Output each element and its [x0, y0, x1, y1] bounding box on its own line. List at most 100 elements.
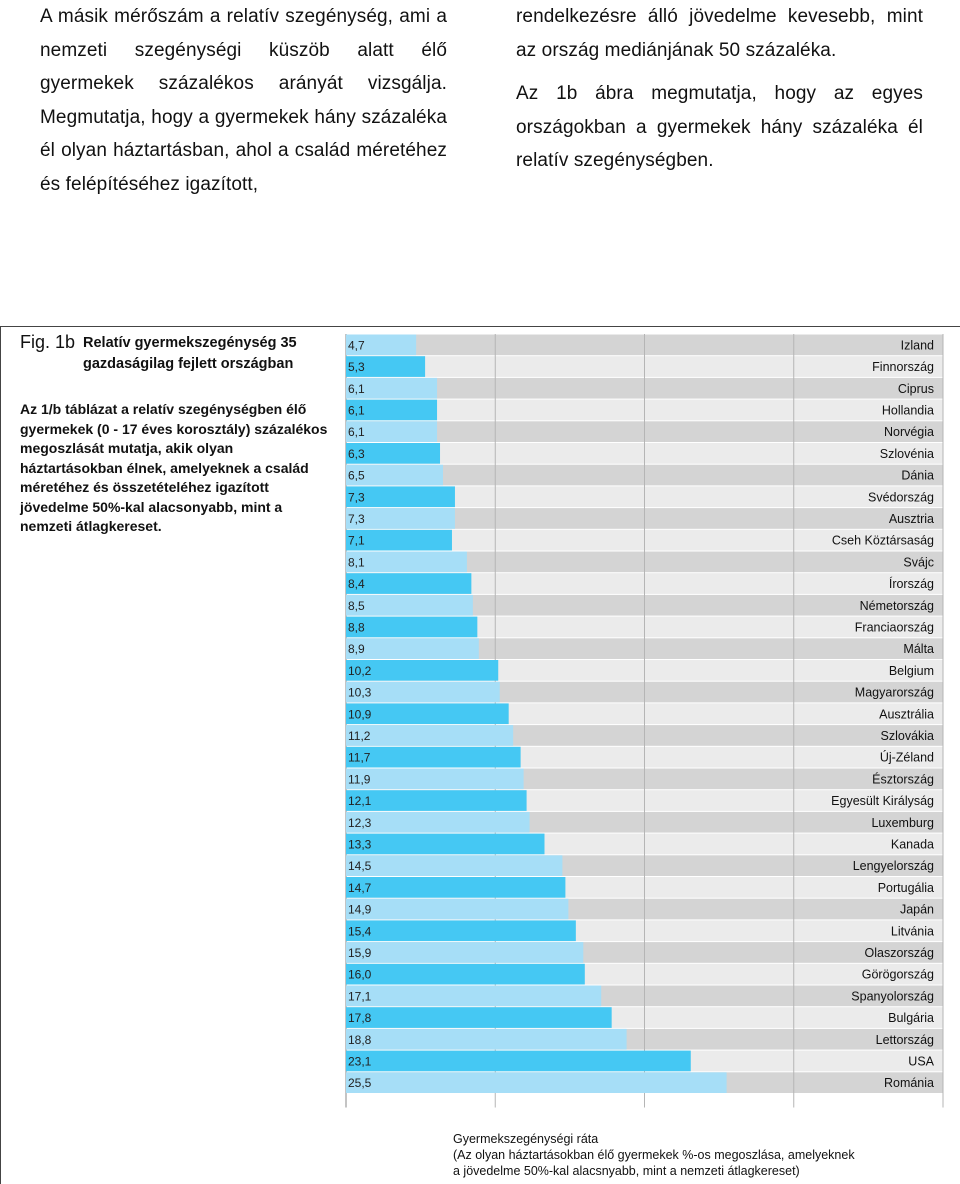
bar: [346, 616, 478, 638]
value-label: 15,4: [348, 924, 372, 938]
value-label: 8,5: [348, 599, 365, 613]
category-label: Dánia: [901, 469, 934, 483]
category-label: Lengyelország: [853, 859, 934, 873]
value-label: 12,1: [348, 794, 372, 808]
bar: [346, 877, 566, 898]
bar: [346, 421, 438, 442]
category-label: Bulgária: [888, 1011, 934, 1025]
value-label: 11,2: [348, 729, 371, 743]
figure-label: Fig. 1b: [20, 332, 76, 352]
category-label: Svájc: [903, 555, 934, 569]
bar: [346, 920, 576, 942]
category-label: Kanada: [891, 837, 934, 851]
bar: [346, 1007, 612, 1028]
value-label: 7,3: [348, 490, 365, 504]
bar: [346, 942, 584, 963]
bar: [346, 833, 545, 855]
category-label: Málta: [903, 642, 934, 656]
value-label: 13,3: [348, 837, 372, 851]
figure-description: Az 1/b táblázat a relatív szegénységben …: [20, 401, 328, 534]
value-label: 14,9: [348, 903, 372, 917]
bar: [346, 898, 569, 920]
value-label: 6,1: [348, 403, 365, 417]
value-label: 10,2: [348, 664, 372, 678]
value-label: 18,8: [348, 1033, 372, 1047]
bar: [346, 1072, 727, 1093]
category-label: Új-Zéland: [880, 750, 934, 765]
category-label: Franciaország: [855, 620, 934, 634]
bar: [346, 638, 479, 659]
value-label: 11,9: [348, 772, 371, 786]
category-label: Luxemburg: [871, 816, 934, 830]
category-label: Hollandia: [882, 403, 934, 417]
bar: [346, 573, 472, 594]
value-label: 5,3: [348, 360, 365, 374]
bar: [346, 508, 455, 529]
bar: [346, 486, 455, 508]
right-paragraph-2: Az 1b ábra megmutatja, hogy az egyes ors…: [516, 83, 923, 171]
category-label: Finnország: [872, 360, 934, 374]
category-label: Észtország: [872, 771, 934, 786]
bar: [346, 443, 441, 464]
value-label: 6,5: [348, 469, 365, 483]
category-label: USA: [908, 1054, 934, 1068]
category-label: Lettország: [876, 1033, 934, 1047]
bar: [346, 594, 473, 616]
category-label: Cseh Köztársaság: [832, 534, 934, 548]
figure-frame-left: [0, 326, 1, 1184]
category-label: Belgium: [889, 664, 934, 678]
bar: [346, 681, 500, 703]
category-label: Ausztrália: [879, 707, 934, 721]
value-label: 17,8: [348, 1011, 372, 1025]
figure-title: Relatív gyermekszegénység 35 gazdaságila…: [83, 335, 297, 372]
value-label: 8,8: [348, 620, 365, 634]
category-label: Spanyolország: [851, 989, 934, 1003]
footer-title: Gyermekszegénységi ráta: [453, 1132, 599, 1146]
category-label: Japán: [900, 903, 934, 917]
bar: [346, 790, 527, 811]
value-label: 8,1: [348, 555, 365, 569]
bar: [346, 399, 438, 421]
value-label: 14,7: [348, 881, 372, 895]
value-label: 10,9: [348, 707, 372, 721]
bar: [346, 551, 467, 573]
category-label: Ausztria: [889, 512, 934, 526]
left-paragraph: A másik mérőszám a relatív szegénység, a…: [40, 6, 447, 195]
category-label: Írország: [889, 576, 934, 591]
bar: [346, 855, 563, 876]
category-label: Ciprus: [898, 382, 934, 396]
footer-line-2: (Az olyan háztartásokban élő gyermekek %…: [453, 1148, 855, 1162]
bar: [346, 963, 585, 985]
category-label: Szlovénia: [880, 447, 934, 461]
category-label: Németország: [860, 599, 934, 613]
bar: [346, 703, 509, 725]
value-label: 6,1: [348, 425, 365, 439]
bar: [346, 811, 530, 833]
category-label: Szlovákia: [881, 729, 935, 743]
value-label: 11,7: [348, 751, 371, 765]
value-label: 23,1: [348, 1054, 372, 1068]
value-label: 6,3: [348, 447, 365, 461]
value-label: 12,3: [348, 816, 372, 830]
value-label: 10,3: [348, 686, 372, 700]
category-label: Magyarország: [855, 686, 934, 700]
bar: [346, 660, 499, 681]
figure-frame-top: [0, 326, 960, 327]
category-label: Egyesült Királyság: [831, 794, 934, 808]
category-label: Litvánia: [891, 924, 934, 938]
bar: [346, 746, 521, 768]
bar: [346, 1050, 691, 1072]
value-label: 15,9: [348, 946, 372, 960]
bar: [346, 768, 524, 790]
value-label: 4,7: [348, 338, 365, 352]
right-paragraph-1: rendelkezésre álló jövedelme kevesebb, m…: [516, 6, 923, 61]
bar: [346, 725, 514, 746]
value-label: 6,1: [348, 382, 365, 396]
category-label: Románia: [884, 1076, 934, 1090]
bar: [346, 334, 417, 356]
bar: [346, 377, 438, 399]
category-label: Görögország: [862, 968, 934, 982]
bar: [346, 464, 444, 486]
value-label: 8,9: [348, 642, 365, 656]
